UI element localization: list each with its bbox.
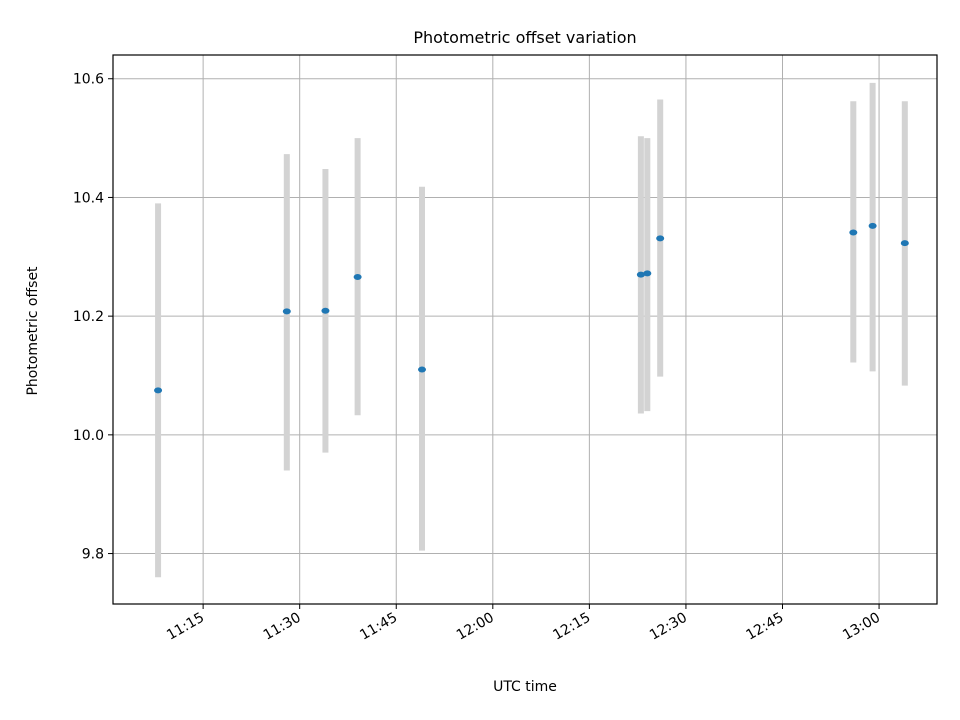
y-tick-label: 10.6 bbox=[73, 72, 104, 88]
data-point bbox=[636, 271, 645, 278]
grid-lines bbox=[113, 55, 937, 604]
data-points bbox=[154, 222, 909, 394]
x-tick-label: 12:45 bbox=[744, 610, 787, 644]
y-tick-label: 10.4 bbox=[73, 190, 104, 206]
x-axis-label: UTC time bbox=[493, 679, 557, 695]
data-point bbox=[154, 387, 163, 394]
error-bars bbox=[155, 82, 908, 578]
data-point bbox=[643, 270, 652, 277]
x-tick-label: 12:00 bbox=[454, 610, 497, 644]
y-tick-label: 9.8 bbox=[82, 547, 104, 563]
y-axis-label: Photometric offset bbox=[25, 266, 41, 396]
data-point bbox=[900, 240, 909, 247]
data-point bbox=[321, 307, 330, 314]
data-point bbox=[353, 273, 362, 280]
chart-title: Photometric offset variation bbox=[413, 28, 636, 47]
data-point bbox=[282, 308, 291, 315]
data-point bbox=[656, 235, 665, 242]
y-tick-label: 10.2 bbox=[73, 309, 104, 325]
data-point bbox=[849, 229, 858, 236]
x-tick-label: 11:45 bbox=[357, 610, 400, 644]
x-axis-ticks: 11:15 11:30 11:45 12:00 12:15 12:30 12:45 13:00 bbox=[164, 604, 883, 644]
y-tick-label: 10.0 bbox=[73, 428, 104, 444]
x-tick-label: 11:15 bbox=[164, 610, 207, 644]
data-point bbox=[868, 222, 877, 229]
plot-frame bbox=[112, 54, 938, 605]
x-tick-label: 12:15 bbox=[550, 610, 593, 644]
data-point bbox=[418, 366, 426, 373]
x-tick-label: 11:30 bbox=[261, 610, 304, 644]
x-tick-label: 12:30 bbox=[647, 610, 690, 644]
x-tick-label: 13:00 bbox=[840, 610, 883, 644]
y-axis-ticks: 9.8 10.0 10.2 10.4 10.6 bbox=[73, 72, 113, 563]
